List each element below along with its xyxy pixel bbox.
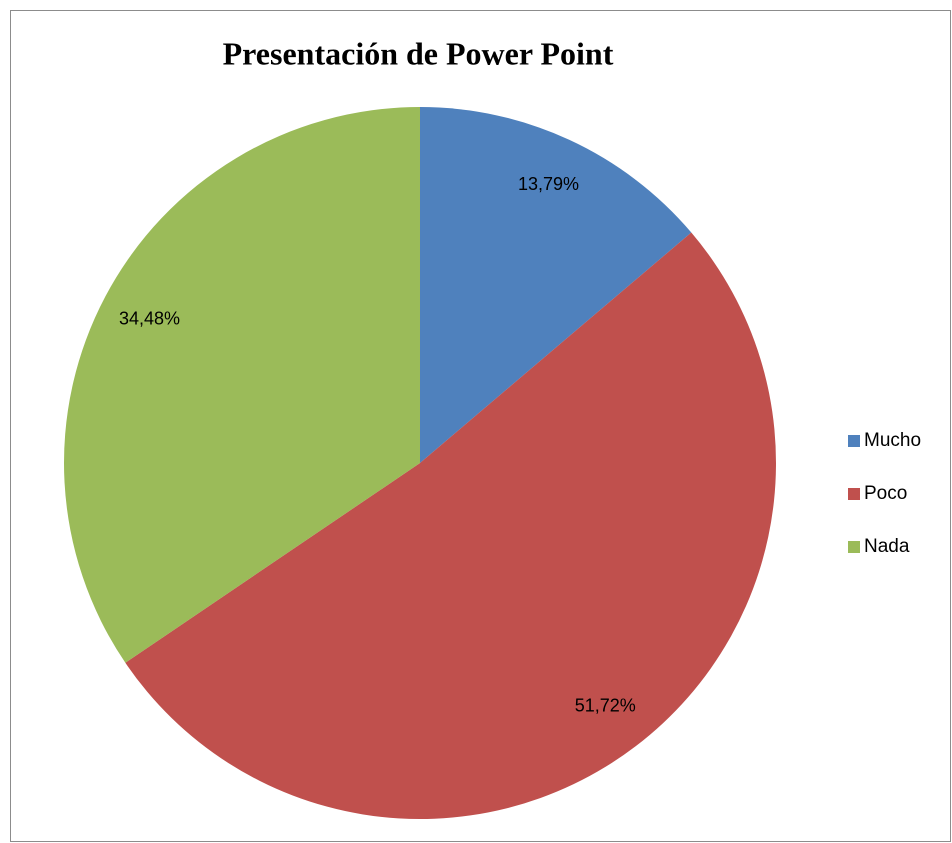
- chart-title: Presentación de Power Point: [223, 35, 614, 71]
- legend-swatch: [848, 435, 860, 447]
- data-label: 13,79%: [518, 174, 579, 194]
- pie-slice: [420, 107, 692, 463]
- legend-label: Poco: [864, 483, 907, 504]
- legend-label: Nada: [864, 536, 910, 557]
- data-label: 51,72%: [575, 695, 636, 715]
- pie-slice: [125, 232, 776, 819]
- legend-label: Mucho: [864, 430, 921, 451]
- legend-swatch: [848, 488, 860, 500]
- legend-swatch: [848, 541, 860, 553]
- pie-slice: [64, 107, 420, 663]
- data-label: 34,48%: [119, 308, 180, 328]
